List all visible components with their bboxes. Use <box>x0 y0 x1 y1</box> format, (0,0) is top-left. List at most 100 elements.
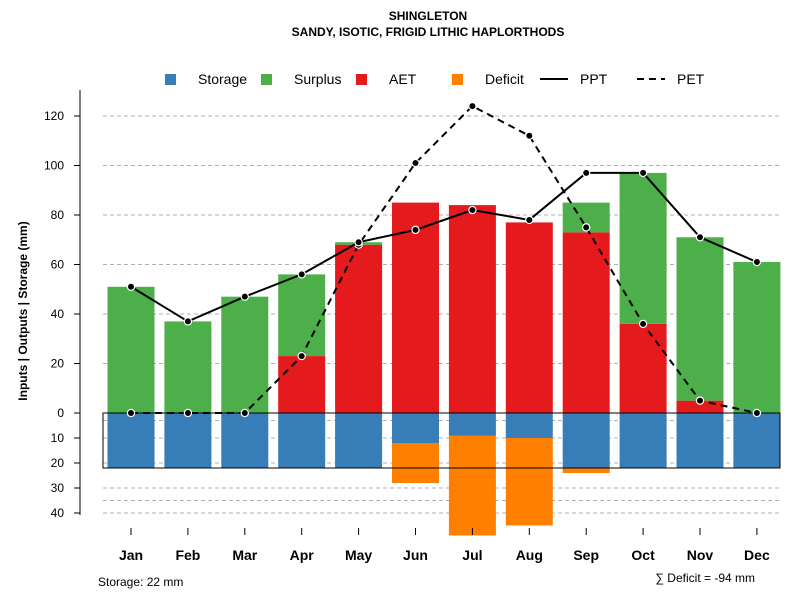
series-lines <box>126 101 762 418</box>
pet-point <box>126 408 136 418</box>
chart-title: SHINGLETON <box>389 9 467 23</box>
x-tick-label: Aug <box>516 547 543 563</box>
pet-point <box>525 131 534 140</box>
bar-surplus <box>278 274 326 357</box>
bars <box>102 172 781 536</box>
bar-storage <box>278 413 326 468</box>
bar-aet <box>619 323 667 413</box>
bar-surplus <box>107 286 155 413</box>
bar-aet <box>392 202 439 413</box>
bar-deficit <box>448 435 496 536</box>
x-tick-label: Dec <box>744 547 770 563</box>
ppt-line <box>130 171 758 323</box>
y-tick-label-lower: 30 <box>51 481 65 495</box>
x-tick-label: Apr <box>290 547 315 563</box>
bar-storage <box>221 413 269 468</box>
ppt-point <box>525 215 534 225</box>
legend-swatch-aet <box>356 74 367 85</box>
bar-storage <box>164 413 212 468</box>
bar-storage <box>448 413 496 436</box>
legend-swatch-deficit <box>452 74 463 85</box>
bar-storage <box>335 413 383 468</box>
pet-point <box>297 351 306 361</box>
x-tick-label: Oct <box>631 547 655 563</box>
ppt-point <box>582 168 591 178</box>
ppt-point <box>354 238 363 247</box>
legend-swatch-storage <box>165 74 176 85</box>
x-tick-label: Jan <box>119 547 143 563</box>
pet-point <box>183 408 193 418</box>
y-tick-label-upper: 120 <box>44 109 64 123</box>
legend-label-surplus: Surplus <box>294 71 341 87</box>
bar-surplus <box>619 172 667 324</box>
x-tick-label: Sep <box>573 547 599 563</box>
y-tick-label-lower: 20 <box>51 456 65 470</box>
ppt-point <box>468 205 477 215</box>
pet-point <box>695 396 705 405</box>
x-tick-label: Jun <box>403 547 428 563</box>
storage-note: Storage: 22 mm <box>98 575 183 589</box>
bar-surplus <box>733 262 781 413</box>
pet-point <box>240 408 249 418</box>
bar-aet <box>505 222 553 413</box>
legend-label-deficit: Deficit <box>485 71 524 87</box>
bar-surplus <box>164 321 212 413</box>
bar-storage <box>392 413 439 443</box>
y-tick-label-upper: 20 <box>51 357 65 371</box>
bar-aet <box>448 205 496 413</box>
legend-label-pet: PET <box>677 71 705 87</box>
y-tick-label-upper: 60 <box>51 258 65 272</box>
legend: Storage Surplus AET Deficit PPT PET <box>165 71 705 87</box>
ppt-point <box>183 317 193 326</box>
bar-deficit <box>562 468 610 473</box>
bar-storage <box>505 413 553 438</box>
ppt-point <box>411 225 420 235</box>
bar-deficit <box>505 438 553 526</box>
bar-storage <box>562 413 610 468</box>
x-tick-label: May <box>345 547 372 563</box>
bar-storage <box>733 413 781 468</box>
chart-subtitle: SANDY, ISOTIC, FRIGID LITHIC HAPLORTHODS <box>292 25 565 39</box>
pet-point <box>582 223 591 232</box>
bar-deficit <box>392 443 439 483</box>
pet-point <box>468 101 477 111</box>
pet-point <box>752 408 762 418</box>
y-tick-label-upper: 40 <box>51 307 65 321</box>
ppt-point <box>695 233 705 242</box>
bar-storage <box>619 413 667 468</box>
y-tick-label-lower: 40 <box>51 506 65 520</box>
deficit-note: ∑ Deficit = -94 mm <box>655 571 755 585</box>
y-tick-label-lower: 10 <box>51 431 65 445</box>
y-tick-label-upper: 0 <box>57 406 64 420</box>
x-tick-label: Jul <box>462 547 482 563</box>
x-tick-label: Mar <box>232 547 257 563</box>
ppt-point <box>126 282 136 291</box>
pet-line <box>131 104 758 414</box>
ppt-point <box>297 270 306 279</box>
legend-label-storage: Storage <box>198 71 247 87</box>
bar-aet <box>562 232 610 413</box>
ppt-point <box>752 257 762 267</box>
gridlines <box>103 115 780 514</box>
legend-label-ppt: PPT <box>580 71 608 87</box>
legend-swatch-surplus <box>261 74 272 85</box>
bar-surplus <box>221 296 269 413</box>
storage-capacity-box <box>102 412 781 469</box>
pet-point <box>411 158 420 168</box>
ppt-point <box>240 292 249 301</box>
x-tick-label: Nov <box>687 547 714 563</box>
y-tick-label-upper: 100 <box>44 159 64 173</box>
bar-storage <box>676 413 724 468</box>
bar-aet <box>335 244 383 413</box>
legend-label-aet: AET <box>389 71 417 87</box>
axes: 0 20 40 60 80 100 120 10 20 30 40 Jan Feb Mar Apr May Ju… <box>44 90 770 563</box>
y-axis-title: Inputs | Outputs | Storage (mm) <box>16 221 30 400</box>
pet-point <box>638 319 648 329</box>
bar-aet <box>278 356 326 413</box>
y-tick-label-upper: 80 <box>51 208 65 222</box>
x-tick-label: Feb <box>175 547 200 563</box>
ppt-point <box>638 168 648 178</box>
bar-storage <box>107 413 155 468</box>
bar-surplus <box>676 237 724 401</box>
